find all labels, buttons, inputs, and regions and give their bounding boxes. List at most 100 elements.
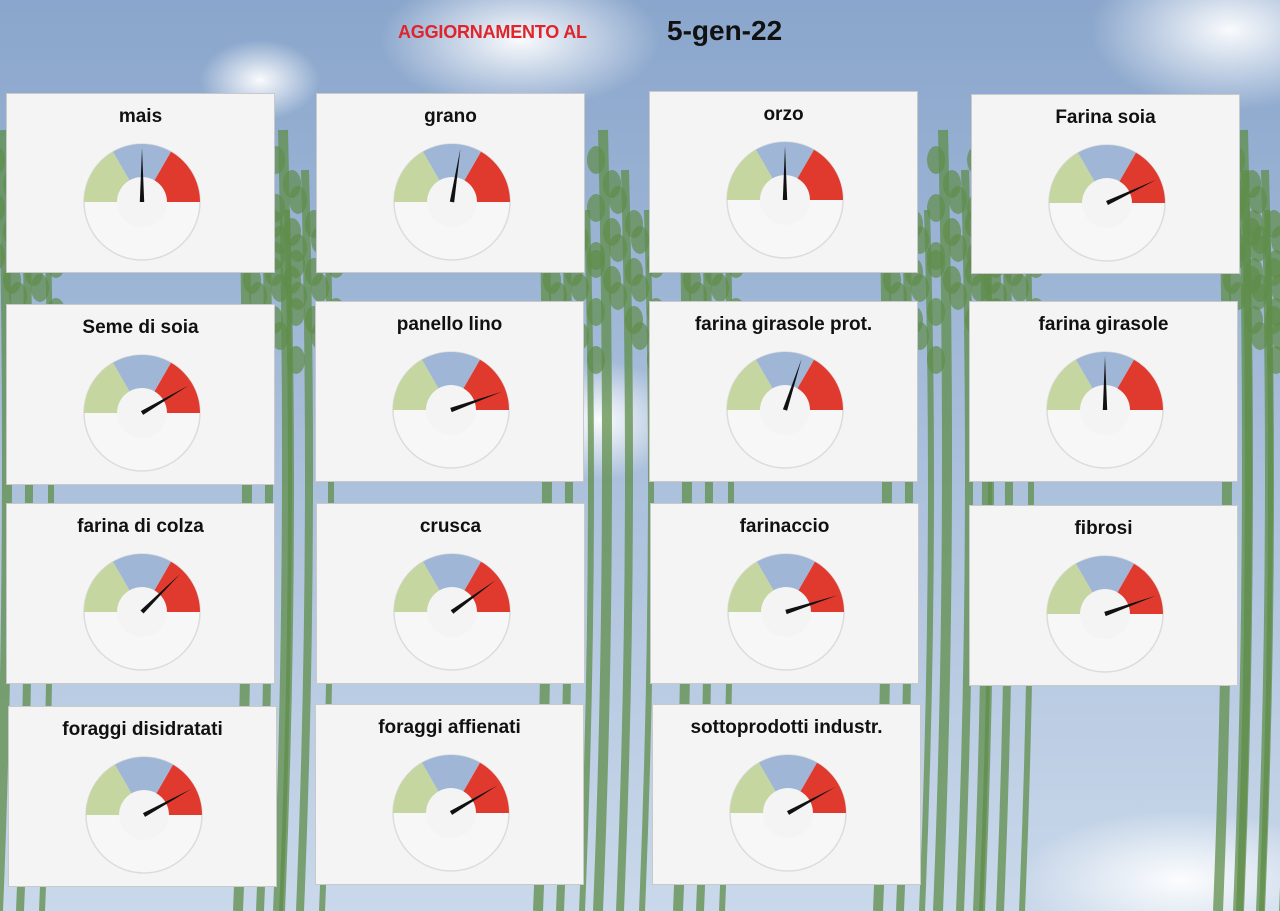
- gauge-panel-farina-soia: Farina soia: [971, 94, 1240, 274]
- gauge-zone-mid: [113, 355, 171, 392]
- gauge-title: farina girasole prot.: [694, 314, 873, 335]
- gauge-panel-panello-lino: panello lino: [315, 301, 584, 482]
- gauge-zone-mid: [422, 352, 480, 389]
- gauge-zone-high: [797, 149, 843, 200]
- gauge-panel-mais: mais: [6, 93, 275, 273]
- gauge-dial: [1046, 555, 1164, 673]
- gauge-dial: [83, 553, 201, 671]
- gauge-panel-fibrosi: fibrosi: [969, 505, 1238, 686]
- gauge-zone-mid: [422, 755, 480, 792]
- gauge-zone-low: [1049, 152, 1095, 203]
- gauge-needle: [140, 385, 189, 415]
- gauge-needle: [1102, 356, 1108, 410]
- gauge-zone-mid: [113, 554, 171, 591]
- gauge-title: Seme di soia: [82, 317, 199, 338]
- gauge-title: orzo: [763, 104, 804, 125]
- gauge-needle: [1106, 180, 1156, 205]
- gauge-zone-mid: [759, 755, 817, 792]
- gauge-zone-high: [1117, 359, 1163, 410]
- gauge-panel-foraggi-disidratati: foraggi disidratati: [8, 706, 277, 887]
- gauge-panel-farina-girasole-prot: farina girasole prot.: [649, 301, 918, 482]
- gauge-dial: [83, 354, 201, 472]
- gauge-dial: [727, 553, 845, 671]
- gauge-zone-low: [393, 762, 439, 813]
- gauge-title: fibrosi: [1074, 518, 1133, 539]
- gauge-needle: [782, 146, 788, 200]
- update-date: 5-gen-22: [667, 15, 783, 46]
- gauge-zone-mid: [756, 352, 814, 389]
- gauge-zone-low: [728, 561, 774, 612]
- gauge-zone-low: [394, 151, 440, 202]
- gauge-zone-high: [463, 359, 509, 410]
- gauge-title: foraggi disidratati: [62, 719, 223, 740]
- gauge-dial: [393, 143, 511, 261]
- gauge-dial: [726, 141, 844, 259]
- gauge-panel-sottoprodotti-industr: sottoprodotti industr.: [652, 704, 921, 885]
- gauge-zone-low: [730, 762, 776, 813]
- gauge-needle: [449, 148, 461, 203]
- gauge-zone-mid: [115, 757, 173, 794]
- gauge-zone-high: [798, 561, 844, 612]
- gauge-panel-farinaccio: farinaccio: [650, 503, 919, 684]
- gauge-zone-mid: [1078, 145, 1136, 182]
- gauge-panel-grano: grano: [316, 93, 585, 273]
- gauge-dial: [393, 553, 511, 671]
- gauge-panel-crusca: crusca: [316, 503, 585, 684]
- gauge-needle: [449, 785, 498, 815]
- gauge-dial: [392, 754, 510, 872]
- gauge-zone-low: [727, 359, 773, 410]
- gauge-zone-high: [1117, 563, 1163, 614]
- gauge-zone-low: [84, 362, 130, 413]
- gauge-zone-low: [84, 151, 130, 202]
- gauge-zone-low: [727, 149, 773, 200]
- gauge-zone-mid: [1076, 556, 1134, 593]
- gauge-dial: [85, 756, 203, 874]
- gauge-zone-low: [84, 561, 130, 612]
- gauge-zone-low: [86, 764, 132, 815]
- gauge-zone-low: [1047, 359, 1093, 410]
- gauge-dial: [83, 143, 201, 261]
- gauge-title: Farina soia: [1055, 107, 1156, 128]
- gauge-title: farinaccio: [739, 516, 830, 537]
- gauge-zone-low: [393, 359, 439, 410]
- gauge-needle: [782, 358, 802, 411]
- gauge-dial: [729, 754, 847, 872]
- gauge-zone-mid: [757, 554, 815, 591]
- gauge-title: mais: [118, 106, 163, 127]
- gauge-needle: [1104, 595, 1156, 617]
- gauge-zone-high: [797, 359, 843, 410]
- gauge-zone-low: [394, 561, 440, 612]
- gauge-panel-foraggi-affienati: foraggi affienati: [315, 704, 584, 885]
- gauge-zone-high: [154, 151, 200, 202]
- gauge-zone-high: [464, 151, 510, 202]
- gauge-needle: [139, 148, 145, 202]
- gauge-panel-farina-di-colza: farina di colza: [6, 503, 275, 684]
- gauge-title: sottoprodotti industr.: [690, 717, 883, 738]
- gauge-needle: [450, 391, 502, 413]
- gauge-zone-mid: [423, 144, 481, 181]
- gauge-needle: [142, 788, 192, 817]
- gauge-title: farina di colza: [77, 516, 204, 537]
- gauge-title: panello lino: [396, 314, 503, 335]
- gauge-title: crusca: [419, 516, 482, 537]
- gauge-zone-high: [154, 561, 200, 612]
- gauge-dial: [1048, 144, 1166, 262]
- gauge-dial: [726, 351, 844, 469]
- gauge-needle: [786, 786, 836, 815]
- gauge-needle: [450, 580, 496, 614]
- gauge-title: farina girasole: [1038, 314, 1169, 335]
- gauge-zone-high: [154, 362, 200, 413]
- gauge-dial: [1046, 351, 1164, 469]
- gauge-panel-farina-girasole: farina girasole: [969, 301, 1238, 482]
- update-label: AGGIORNAMENTO AL: [398, 22, 587, 42]
- gauge-zone-high: [463, 762, 509, 813]
- gauge-dial: [392, 351, 510, 469]
- gauge-panel-orzo: orzo: [649, 91, 918, 273]
- gauge-zone-high: [1119, 152, 1165, 203]
- gauge-needle: [785, 595, 838, 615]
- gauge-zone-mid: [423, 554, 481, 591]
- gauge-title: foraggi affienati: [378, 717, 521, 738]
- gauge-panel-seme-di-soia: Seme di soia: [6, 304, 275, 485]
- gauge-title: grano: [424, 106, 477, 127]
- gauge-zone-low: [1047, 563, 1093, 614]
